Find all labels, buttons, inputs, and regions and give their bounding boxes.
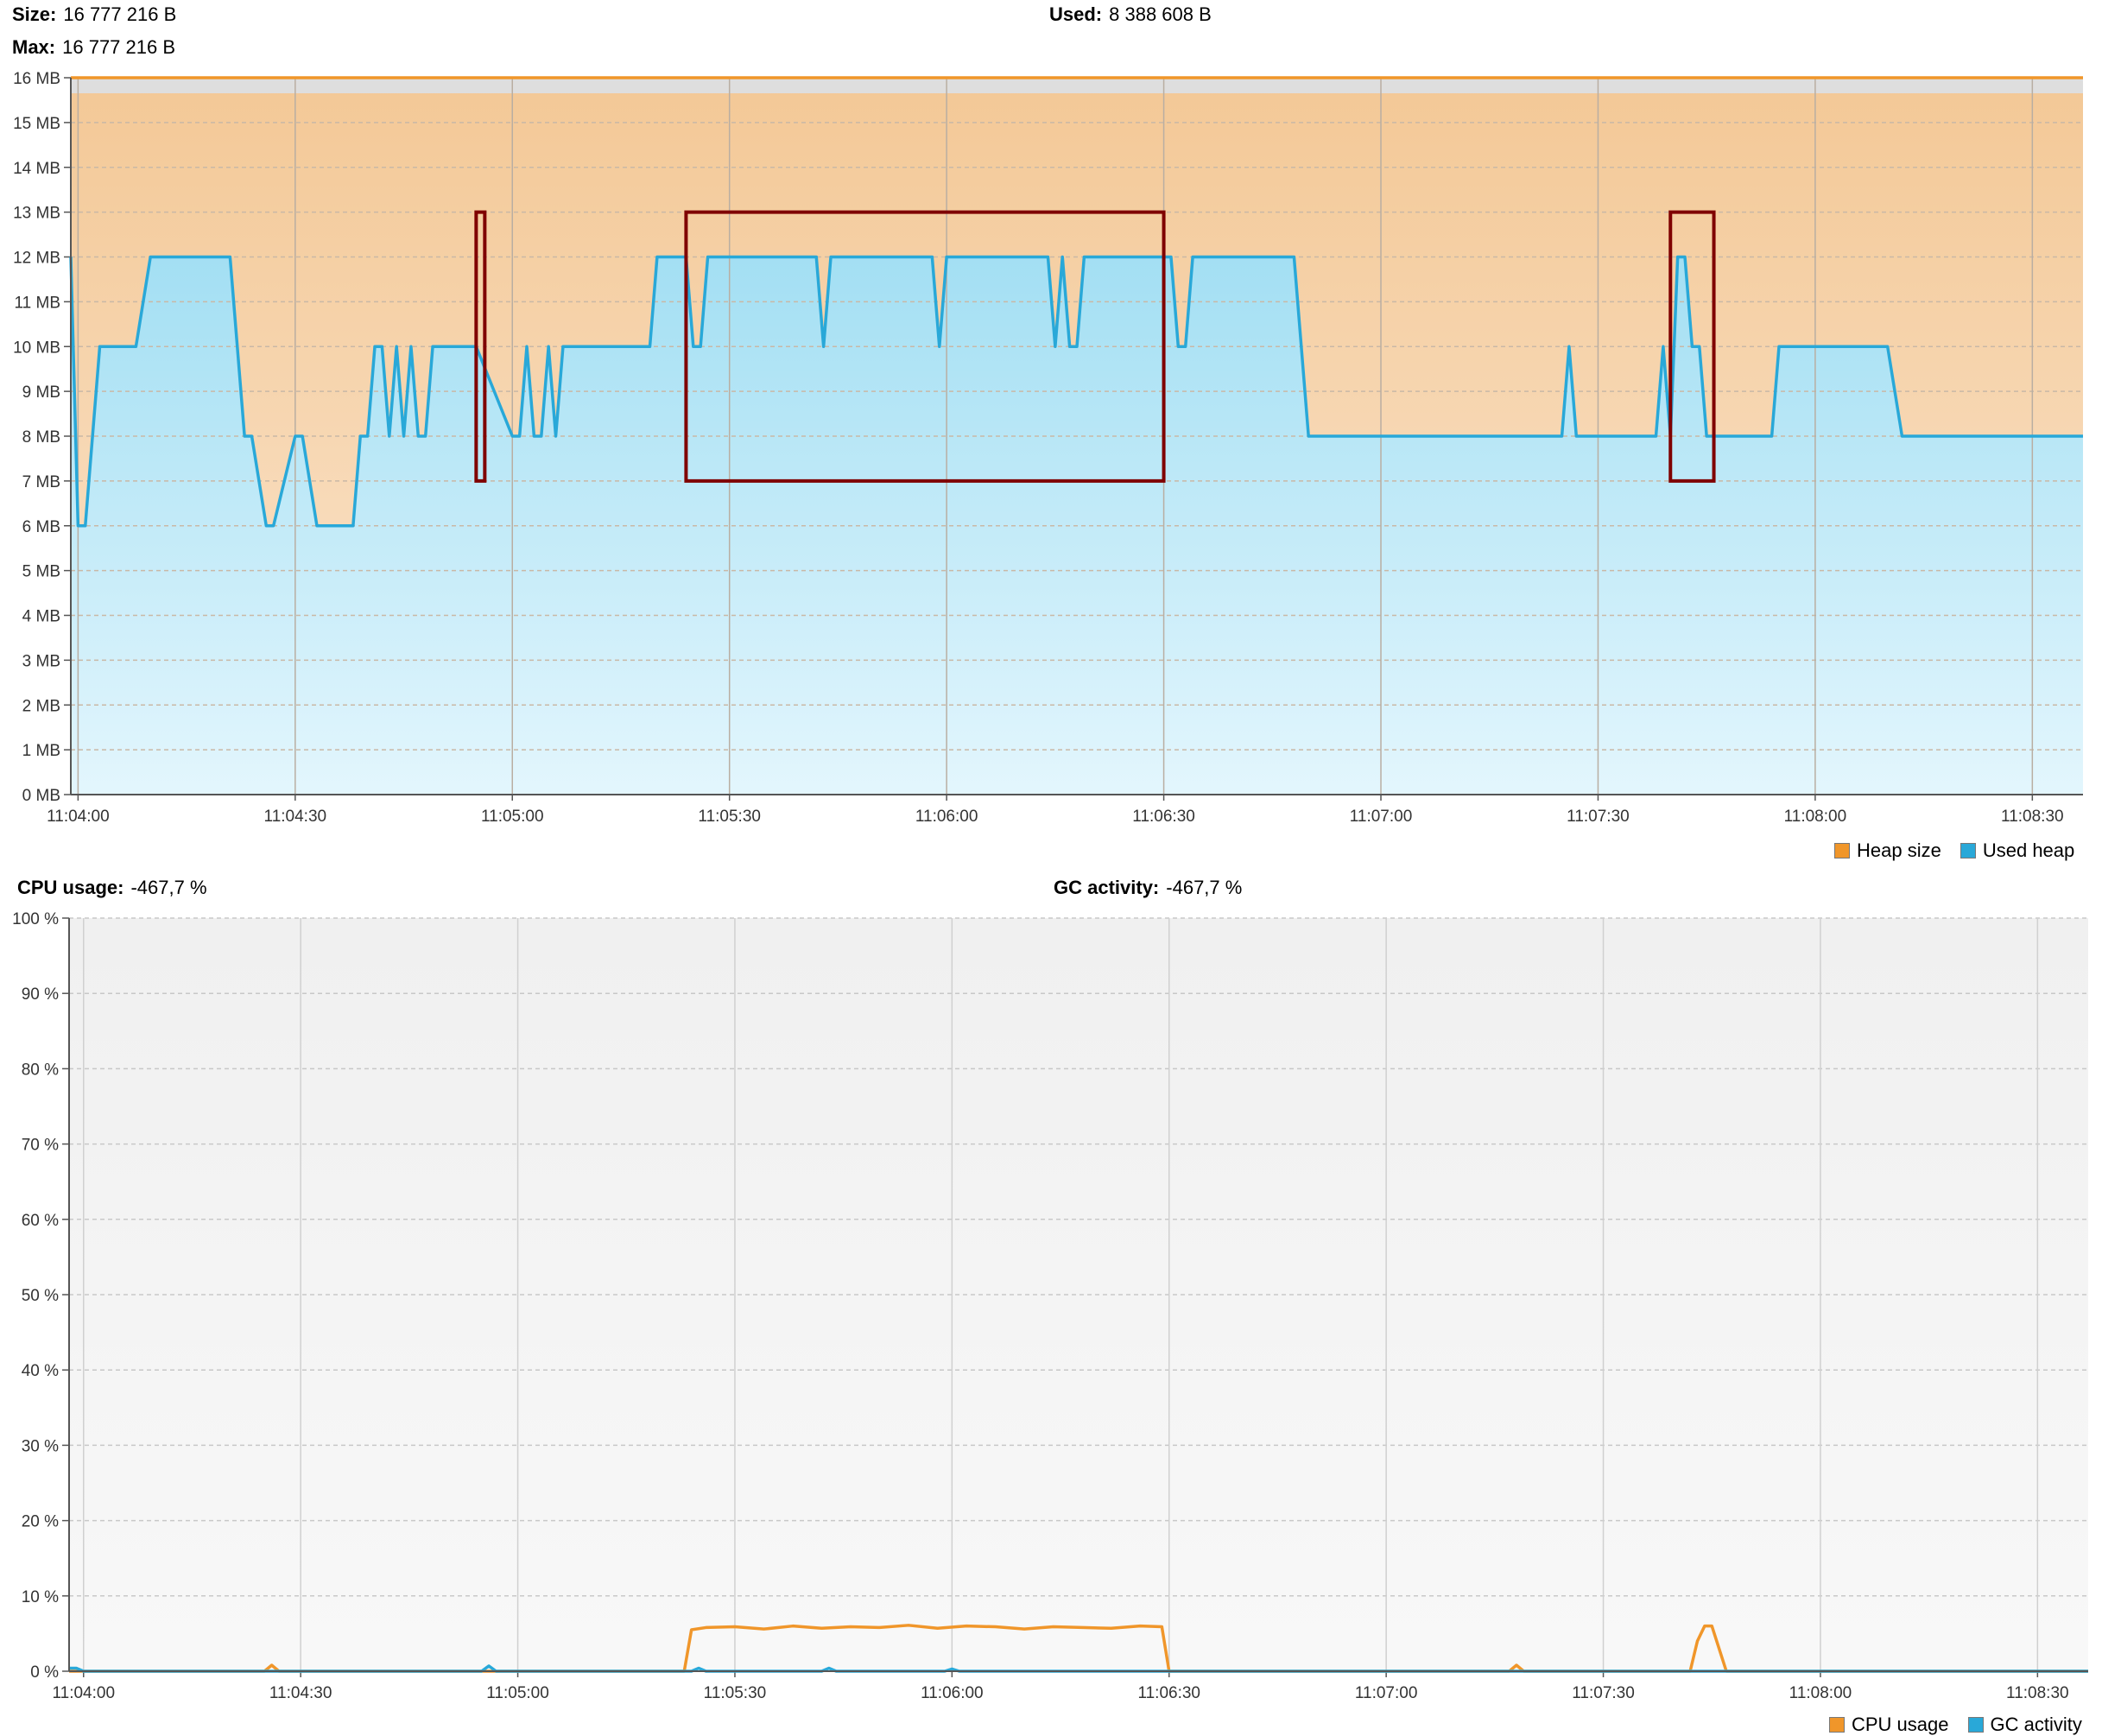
x-tick-label: 11:08:00 (1784, 808, 1847, 826)
gc-activity-legend-label: GC activity (1990, 1714, 2082, 1735)
y-tick-label: 1 MB (22, 742, 60, 760)
highlight-box (1668, 210, 1716, 483)
gc-activity-swatch (1967, 1717, 1984, 1733)
y-tick-label: 14 MB (13, 160, 60, 178)
x-tick-label: 11:06:00 (921, 1684, 984, 1702)
x-tick-label: 11:04:00 (47, 808, 110, 826)
heap-max-info: Max: 16 777 216 B (12, 36, 175, 59)
x-tick-label: 11:08:30 (2001, 808, 2064, 826)
heap-used-value: 8 388 608 B (1109, 3, 1212, 25)
cpu-usage-swatch (1829, 1717, 1845, 1733)
y-tick-label: 10 MB (13, 339, 60, 357)
used-heap-swatch (1960, 843, 1976, 858)
gc-activity-info: GC activity: -467,7 % (1054, 877, 1242, 899)
heap-legend: Heap size Used heap (1834, 839, 2074, 862)
x-tick-label: 11:06:30 (1132, 808, 1195, 826)
y-tick-label: 10 % (22, 1588, 59, 1606)
y-tick-label: 4 MB (22, 608, 60, 626)
y-tick-label: 12 MB (13, 250, 60, 268)
cpu-usage-label: CPU usage: (17, 877, 124, 898)
used-heap-legend-label: Used heap (1982, 839, 2075, 861)
y-tick-label: 70 % (22, 1137, 59, 1155)
heap-used-info: Used: 8 388 608 B (1049, 3, 1212, 26)
highlight-box (474, 210, 487, 483)
used-heap-line (69, 255, 2083, 528)
x-tick-label: 11:08:30 (2006, 1684, 2069, 1702)
y-tick-label: 80 % (22, 1061, 59, 1079)
y-tick-label: 8 MB (22, 428, 60, 447)
heap-max-value: 16 777 216 B (62, 36, 176, 58)
heap-size-legend-label: Heap size (1857, 839, 1941, 861)
max-band (71, 78, 2083, 93)
x-tick-label: 11:05:30 (704, 1684, 767, 1702)
y-tick-label: 11 MB (14, 294, 60, 312)
cpu-legend: CPU usage GC activity (1829, 1714, 2082, 1736)
y-tick-label: 5 MB (22, 563, 60, 581)
x-tick-label: 11:05:30 (698, 808, 761, 826)
y-tick-label: 100 % (12, 910, 59, 928)
gc-activity-value: -467,7 % (1166, 877, 1243, 898)
x-tick-label: 11:07:00 (1355, 1684, 1418, 1702)
y-tick-label: 30 % (22, 1437, 59, 1455)
heap-used-label: Used: (1049, 3, 1103, 25)
heap-size-value: 16 777 216 B (63, 3, 177, 25)
gc-activity-label: GC activity: (1054, 877, 1160, 898)
highlight-box (684, 210, 1166, 483)
y-tick-label: 3 MB (22, 652, 60, 670)
x-tick-label: 11:07:30 (1567, 808, 1630, 826)
cpu-usage-legend-label: CPU usage (1852, 1714, 1949, 1735)
heap-chart: 0 MB 1 MB 2 MB 3 MB 4 MB 5 MB 6 MB 7 MB 8 MB 9 MB… (13, 70, 2083, 826)
plot-background (69, 918, 2088, 1671)
y-tick-label: 16 MB (13, 70, 60, 88)
y-tick-label: 90 % (22, 985, 59, 1004)
cpu-usage-value: -467,7 % (130, 877, 207, 898)
x-tick-label: 11:08:00 (1789, 1684, 1852, 1702)
x-tick-label: 11:04:00 (52, 1684, 115, 1702)
y-tick-label: 9 MB (22, 383, 60, 402)
x-tick-label: 11:04:30 (269, 1684, 332, 1702)
x-tick-label: 11:05:00 (486, 1684, 549, 1702)
x-tick-label: 11:04:30 (264, 808, 327, 826)
y-tick-label: 7 MB (22, 473, 60, 491)
gc-activity-line (69, 1664, 2088, 1673)
x-tick-label: 11:06:00 (915, 808, 978, 826)
y-tick-label: 0 MB (22, 787, 60, 805)
x-tick-label: 11:06:30 (1137, 1684, 1200, 1702)
x-tick-label: 11:05:00 (481, 808, 544, 826)
y-tick-label: 2 MB (22, 697, 60, 715)
y-tick-label: 0 % (30, 1663, 59, 1682)
y-tick-label: 20 % (22, 1513, 59, 1531)
heap-size-swatch (1834, 843, 1850, 858)
heap-size-label: Size: (12, 3, 57, 25)
y-tick-label: 40 % (22, 1362, 59, 1380)
y-tick-label: 6 MB (22, 518, 60, 536)
cpu-usage-line (69, 1624, 2088, 1673)
y-tick-label: 50 % (22, 1287, 59, 1305)
heap-size-info: Size: 16 777 216 B (12, 3, 176, 26)
y-tick-label: 13 MB (13, 205, 60, 223)
y-tick-label: 60 % (22, 1212, 59, 1230)
cpu-usage-info: CPU usage: -467,7 % (17, 877, 207, 899)
y-tick-label: 15 MB (13, 115, 60, 133)
x-tick-label: 11:07:30 (1572, 1684, 1635, 1702)
heap-max-label: Max: (12, 36, 56, 58)
x-tick-label: 11:07:00 (1350, 808, 1413, 826)
